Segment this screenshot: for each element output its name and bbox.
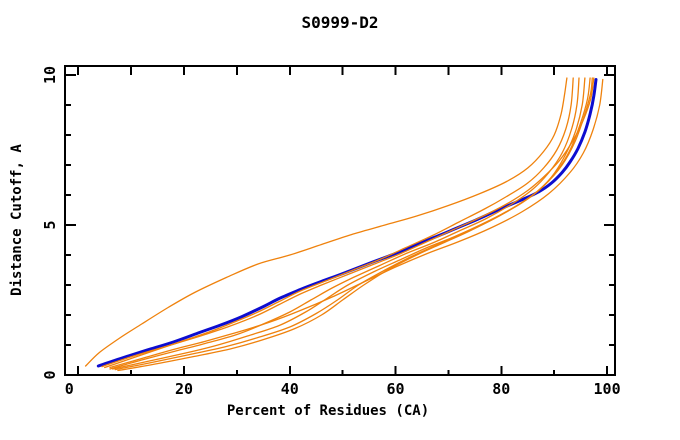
plot-frame [64, 65, 616, 376]
x-tick-label: 80 [492, 380, 510, 398]
y-tick-label: 10 [41, 66, 59, 84]
series-orange-2 [104, 77, 574, 369]
x-axis-title: Percent of Residues (CA) [226, 403, 430, 419]
x-tick-label: 20 [175, 380, 193, 398]
series-orange-6 [117, 77, 593, 372]
x-tick-label: 60 [386, 380, 404, 398]
x-tick-label: 100 [594, 380, 621, 398]
y-tick-label: 5 [41, 220, 59, 229]
series-orange-1 [84, 77, 568, 367]
y-tick-label: 0 [41, 370, 59, 379]
x-tick-label: 40 [281, 380, 299, 398]
chart-title: S0999-D2 [301, 13, 379, 32]
series-orange-4 [111, 77, 586, 370]
series-orange-7 [109, 78, 604, 369]
series-model-blue [96, 78, 598, 368]
x-tick-label: 0 [65, 380, 74, 398]
series-orange-5 [114, 77, 591, 371]
series-orange-8 [101, 77, 595, 368]
series-orange-3 [109, 77, 580, 370]
